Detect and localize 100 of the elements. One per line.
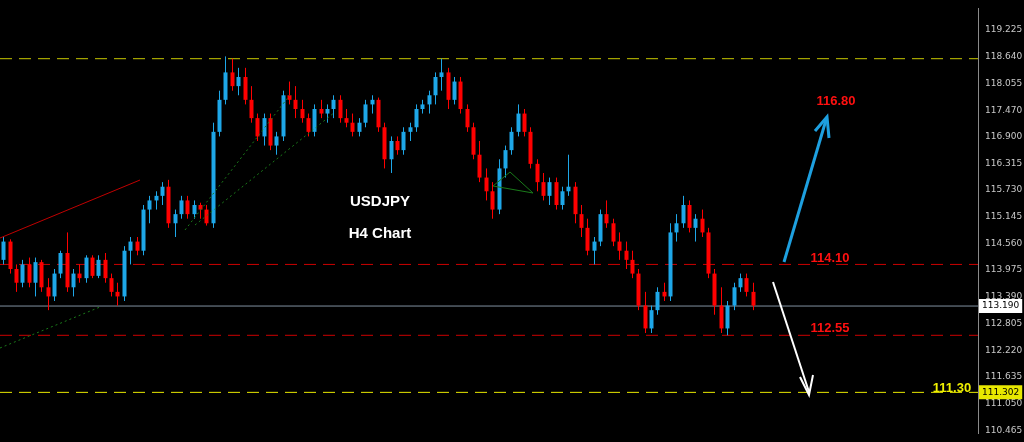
candlestick <box>173 209 178 238</box>
candlestick <box>230 58 235 92</box>
candlestick <box>592 236 597 265</box>
candlestick <box>344 108 349 128</box>
y-tick-label: 119.225 <box>985 24 1023 35</box>
annotation: USDJPY <box>349 192 411 210</box>
candlestick <box>350 113 355 137</box>
y-tick-label: 111.050 <box>985 398 1023 409</box>
candlestick <box>274 131 279 156</box>
candlestick <box>700 209 705 238</box>
candlestick <box>1 236 6 265</box>
candlestick <box>522 108 527 137</box>
candlestick <box>503 145 508 179</box>
candlestick <box>319 99 324 119</box>
candlestick <box>674 213 679 243</box>
candlestick <box>643 291 648 334</box>
candlestick <box>516 103 521 137</box>
candlestick <box>243 67 248 105</box>
y-tick-label: 113.975 <box>985 264 1023 275</box>
candlestick <box>109 273 114 297</box>
candlestick <box>744 273 749 297</box>
y-tick-label: 112.220 <box>985 344 1023 355</box>
y-tick-label: 115.730 <box>985 184 1023 195</box>
candlestick <box>128 236 133 265</box>
candlestick <box>465 103 470 133</box>
candlestick <box>655 286 660 316</box>
candlestick <box>331 94 336 119</box>
candlestick <box>262 113 267 147</box>
candlestick <box>287 81 292 105</box>
candlestick <box>147 195 152 224</box>
candlestick <box>325 103 330 124</box>
candlestick <box>649 305 654 334</box>
candlestick <box>363 99 368 128</box>
ref-line-label: 113.190 <box>982 300 1020 311</box>
candlestick <box>52 268 57 302</box>
ref-line-label: 111.302 <box>982 386 1020 397</box>
annotation: 111.30 <box>932 379 972 395</box>
candlestick <box>14 263 19 293</box>
candlestick <box>535 158 540 192</box>
candlestick <box>604 199 609 229</box>
candlestick <box>725 300 730 336</box>
y-tick-label: 118.640 <box>985 51 1023 62</box>
candlestick <box>414 103 419 133</box>
candlestick <box>490 181 495 220</box>
candlestick <box>681 195 686 229</box>
candlestick <box>719 286 724 334</box>
candlestick <box>20 259 25 288</box>
candlestick <box>103 252 108 284</box>
candlestick <box>96 254 101 279</box>
candlestick <box>338 94 343 124</box>
candlestick <box>300 99 305 124</box>
candlestick <box>204 204 209 227</box>
candlestick <box>179 195 184 220</box>
candlestick <box>389 135 394 174</box>
candlestick <box>395 135 400 156</box>
candlestick <box>477 140 482 183</box>
candlestick <box>484 167 489 201</box>
candlestick <box>192 199 197 220</box>
candlestick <box>401 126 406 156</box>
candlestick <box>687 199 692 233</box>
candlestick <box>630 250 635 279</box>
candlestick <box>71 268 76 297</box>
candlestick <box>160 181 165 206</box>
candlestick <box>547 177 552 206</box>
candlestick <box>255 113 260 142</box>
candlestick <box>693 213 698 243</box>
y-tick-label: 117.470 <box>985 104 1023 115</box>
candlestick <box>306 113 311 137</box>
candlestick <box>249 85 254 124</box>
candlestick <box>185 195 190 220</box>
candlestick <box>433 71 438 105</box>
candlestick <box>439 58 444 92</box>
candlestick <box>312 103 317 137</box>
candlestick <box>58 250 63 279</box>
candlestick <box>90 254 95 279</box>
annotation: 114.10 <box>810 249 850 265</box>
candlestick <box>554 177 559 211</box>
candlestick <box>541 172 546 201</box>
candlestick <box>624 241 629 270</box>
candlestick <box>751 282 756 311</box>
candlestick <box>33 257 38 297</box>
candlestick <box>236 67 241 96</box>
candlestick <box>452 76 457 105</box>
candlestick <box>585 218 590 256</box>
candlestick <box>617 231 622 261</box>
candlestick <box>738 273 743 293</box>
annotation: 116.80 <box>816 92 856 108</box>
y-tick-label: 110.465 <box>985 424 1023 435</box>
candlestick <box>560 186 565 211</box>
y-tick-label: 118.055 <box>985 77 1023 88</box>
candlestick <box>27 257 32 288</box>
candlestick <box>509 126 514 156</box>
annotation: H4 Chart <box>348 224 412 242</box>
candlestick <box>427 90 432 115</box>
y-tick-label: 111.635 <box>985 371 1023 382</box>
candlestick <box>357 117 362 137</box>
candlestick <box>84 254 89 284</box>
y-tick-label: 113.390 <box>985 291 1023 302</box>
y-tick-label: 116.900 <box>985 130 1023 141</box>
candlestick <box>293 85 298 119</box>
